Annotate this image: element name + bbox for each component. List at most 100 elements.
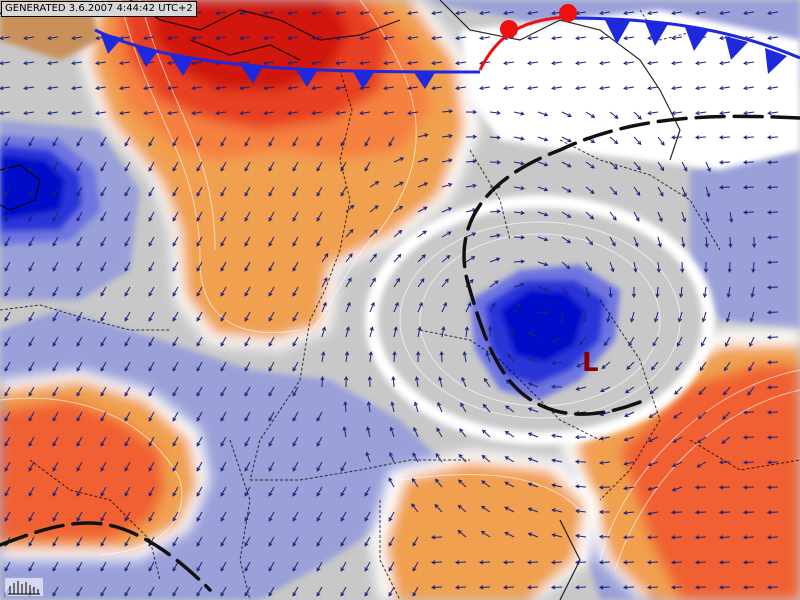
wind-arrow-head (527, 482, 533, 487)
wind-arrow-head (430, 560, 436, 565)
wind-arrow (364, 486, 371, 497)
wind-arrow-head (388, 517, 393, 522)
wind-arrow (576, 36, 587, 39)
wind-arrow-head (196, 217, 201, 222)
wind-arrow (345, 302, 351, 313)
wind-arrow-head (670, 510, 676, 515)
wind-arrow-head (28, 467, 33, 472)
wind-arrow-head (462, 351, 467, 356)
wind-arrow-head (485, 351, 490, 357)
wind-arrow-head (559, 318, 565, 324)
wind-arrow-head (635, 217, 640, 222)
wind-arrow (168, 111, 179, 114)
wind-arrow (585, 161, 595, 169)
wind-arrow-head (311, 111, 316, 116)
wind-arrow-head (434, 478, 440, 483)
wind-arrow (220, 536, 227, 547)
wind-arrow-head (172, 242, 177, 247)
wind-arrow (368, 402, 371, 413)
wind-arrow-head (172, 267, 177, 272)
wind-arrow (220, 586, 227, 597)
wind-arrow (528, 432, 539, 438)
wind-arrow-head (76, 292, 81, 297)
wind-arrow (100, 486, 107, 497)
wind-arrow-head (443, 301, 447, 307)
wind-arrow-head (148, 217, 153, 222)
wind-arrow-head (340, 592, 345, 597)
wind-arrow-head (215, 111, 220, 116)
wind-arrow-head (520, 210, 525, 215)
wind-arrow (441, 159, 452, 163)
wind-arrow (100, 286, 107, 297)
wind-arrow (441, 351, 443, 363)
wind-arrow (513, 186, 524, 190)
wind-arrow (752, 261, 755, 273)
wind-arrow-head (52, 267, 57, 272)
wind-arrow-head (766, 360, 772, 365)
wind-arrow-head (244, 392, 249, 397)
wind-arrow (369, 253, 377, 263)
wind-arrow (719, 486, 731, 488)
wind-arrow-head (23, 111, 28, 116)
wind-arrow-head (76, 567, 81, 572)
wind-arrow-head (412, 567, 417, 572)
wind-arrow (729, 211, 733, 222)
wind-arrow-head (543, 212, 549, 217)
wind-arrow (384, 11, 395, 14)
wind-arrow-head (526, 585, 532, 590)
wind-arrow (441, 302, 447, 313)
cold-core-west (0, 135, 100, 245)
wind-arrow (312, 86, 323, 89)
wind-arrow (503, 561, 515, 563)
wind-arrow (599, 561, 611, 563)
wind-arrow-head (244, 192, 249, 197)
wind-arrow-head (520, 186, 525, 191)
wind-arrow (552, 509, 563, 513)
wind-arrow (749, 336, 755, 347)
wind-arrow-head (124, 567, 129, 572)
wind-arrow (4, 386, 11, 397)
wind-arrow-head (191, 86, 196, 91)
wind-arrow-head (601, 364, 606, 369)
low-pressure-label: L (582, 348, 599, 378)
wind-arrow (4, 561, 11, 572)
wind-arrow (292, 186, 299, 197)
wind-arrow-head (316, 242, 321, 247)
wind-arrow (705, 211, 709, 222)
wind-arrow-head (455, 36, 460, 41)
wind-arrow (4, 311, 11, 322)
wind-arrow (537, 236, 548, 241)
wind-arrow-head (650, 366, 656, 371)
wind-arrow (723, 386, 731, 396)
wind-arrow (434, 504, 443, 513)
wind-arrow (696, 61, 707, 64)
wind-arrow-head (590, 139, 596, 144)
wind-arrow (672, 111, 683, 114)
wind-arrow (72, 111, 83, 114)
wind-arrow-head (95, 86, 100, 91)
wind-arrow-head (215, 86, 220, 91)
wind-arrow-head (76, 542, 81, 547)
legend-bars-icon[interactable] (5, 578, 43, 596)
wind-arrow-head (702, 293, 707, 298)
wind-arrow (671, 136, 683, 138)
wind-arrow (551, 561, 563, 563)
wind-arrow-head (502, 585, 508, 590)
wind-arrow-head (4, 317, 9, 322)
wind-arrow (767, 386, 779, 388)
wind-arrow-head (220, 267, 225, 272)
wind-arrow (76, 311, 83, 322)
wind-arrow-head (28, 367, 33, 372)
wind-arrow-head (47, 61, 52, 66)
wind-arrow (268, 136, 275, 147)
wind-arrow (345, 278, 352, 288)
wind-arrow-head (697, 415, 703, 420)
wind-arrow-head (196, 317, 201, 322)
wind-arrow (244, 511, 251, 522)
wind-arrow (553, 336, 563, 343)
wind-arrow-head (76, 317, 81, 322)
wind-arrow-head (496, 110, 501, 115)
wind-arrow (698, 411, 707, 419)
wind-arrow-head (543, 137, 549, 142)
wind-arrow-head (196, 167, 201, 172)
